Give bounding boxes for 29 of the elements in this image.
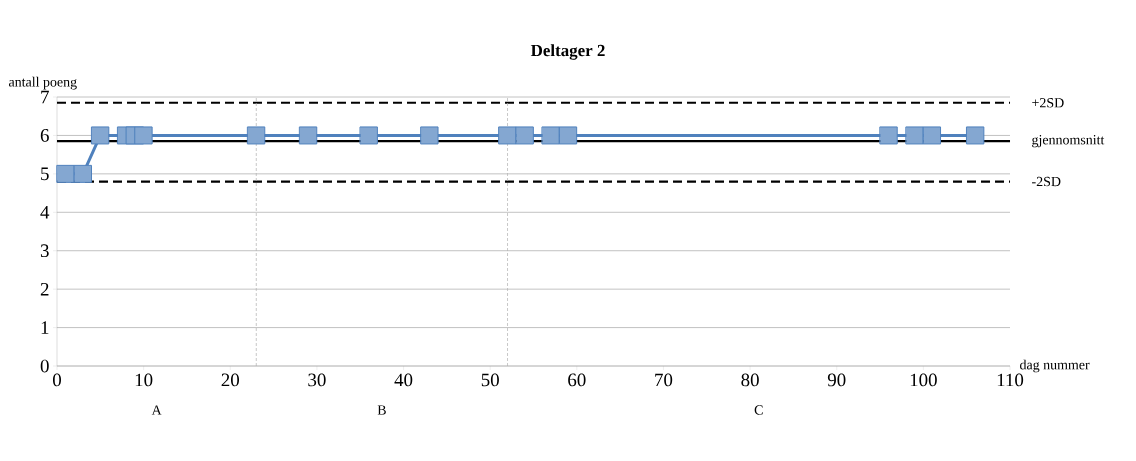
x-tick-label: 30: [308, 373, 326, 387]
y-tick-label: 6: [40, 129, 49, 142]
y-tick-label: 7: [41, 90, 49, 104]
y-tick-label: 4: [40, 206, 50, 219]
text: A: [151, 405, 162, 415]
x-tick-label: 40: [394, 373, 413, 387]
y-tick-label: 0: [40, 359, 49, 373]
ref-line-label: +2SD: [1032, 98, 1064, 108]
x-tick-label: 10: [135, 373, 153, 387]
x-tick-label: 80: [741, 373, 759, 387]
y-axis-title: antall poeng: [9, 76, 77, 90]
x-tick-label: 20: [221, 373, 240, 387]
chart-title: Deltager 2: [530, 44, 605, 60]
x-axis-title: dag nummer: [1020, 359, 1090, 373]
y-tick-label: 2: [40, 282, 49, 296]
y-tick-label: 5: [41, 167, 49, 181]
text: B: [377, 405, 386, 415]
ref-line-label: -2SD: [1032, 176, 1061, 187]
text: C: [754, 405, 763, 415]
x-tick-label: 60: [568, 373, 586, 387]
x-tick-label: 90: [827, 373, 846, 387]
x-tick-label: 70: [655, 373, 673, 387]
x-tick-label: 50: [481, 373, 499, 387]
y-tick-label: 1: [41, 321, 49, 334]
y-tick-label: 3: [40, 244, 49, 258]
x-tick-label: 100: [910, 373, 937, 387]
x-tick-label: 110: [997, 373, 1024, 387]
x-tick-label: 0: [52, 373, 61, 387]
ref-line-label: gjennomsnitt: [1032, 135, 1105, 148]
